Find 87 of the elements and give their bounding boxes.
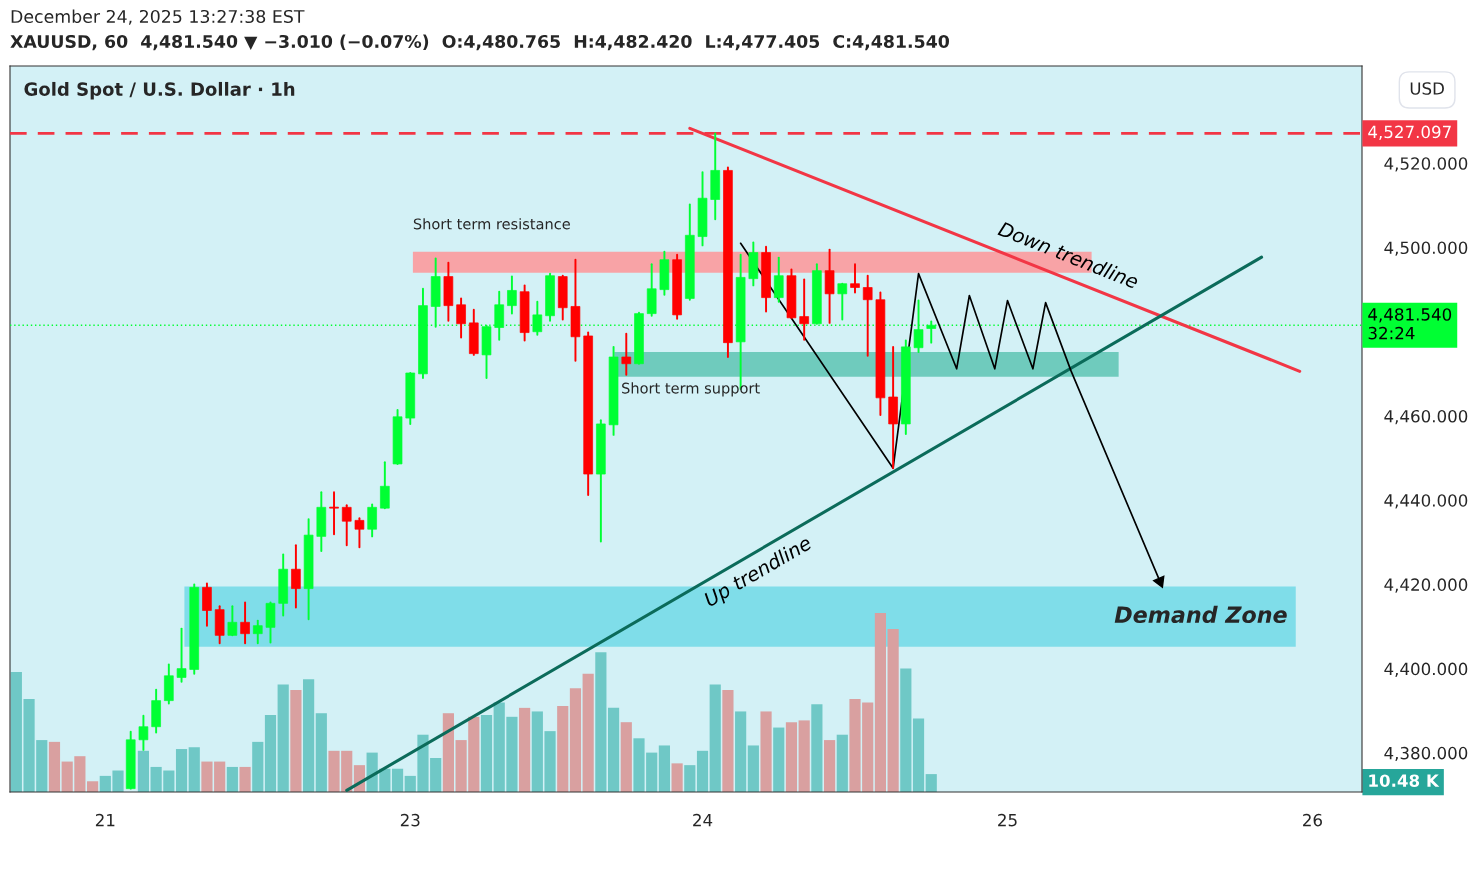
bar — [303, 679, 315, 792]
bar — [87, 781, 99, 792]
candlestick — [837, 282, 848, 321]
bar — [582, 673, 594, 792]
candlestick — [240, 601, 250, 645]
candlestick — [367, 503, 377, 538]
ref-line-label: 4,481.540 32:24 — [1368, 308, 1452, 340]
candlestick — [862, 274, 873, 357]
bar — [747, 745, 759, 792]
y-tick-label: 4,420.000 — [1384, 578, 1468, 593]
band-label: Short term support — [622, 382, 760, 397]
x-tick-label: 24 — [693, 813, 713, 827]
bar — [658, 745, 670, 792]
bar — [480, 715, 493, 792]
candlestick — [380, 461, 390, 510]
bar — [607, 707, 620, 792]
bar — [836, 734, 848, 792]
bar — [290, 689, 302, 792]
candlestick — [850, 263, 860, 294]
text: 10.48 K — [1369, 774, 1440, 787]
bar — [696, 750, 709, 792]
y-tick-label: 4,500.000 — [1384, 241, 1468, 256]
bar — [709, 684, 721, 792]
bar — [735, 711, 747, 792]
bar — [557, 706, 569, 792]
y-tick-label: 4,400.000 — [1384, 662, 1468, 677]
bar — [519, 707, 531, 792]
x-tick-label: 23 — [400, 813, 420, 827]
candlestick — [354, 517, 365, 549]
bar — [188, 747, 200, 792]
ref-line-label: 4,527.097 — [1368, 125, 1451, 140]
bar — [684, 765, 696, 792]
candlestick — [176, 627, 187, 683]
bar — [277, 684, 289, 792]
bar — [620, 722, 632, 792]
y-tick-label: 4,440.000 — [1384, 494, 1468, 509]
x-tick-label: 26 — [1303, 813, 1322, 827]
x-tick-label: 21 — [95, 813, 115, 827]
bar — [912, 718, 925, 792]
text: December 24, 2025 13:27:38 EST — [11, 9, 305, 25]
candlestick — [773, 256, 784, 303]
candlestick — [824, 248, 835, 324]
candlestick — [291, 544, 301, 609]
candlestick — [799, 278, 809, 341]
y-axis-title: USD — [1410, 82, 1444, 95]
y-tick-label: 4,460.000 — [1384, 409, 1468, 425]
candlestick — [329, 491, 339, 536]
bar — [811, 704, 823, 792]
bar — [874, 612, 886, 792]
band-label: Short term resistance — [413, 218, 570, 230]
bar — [175, 749, 188, 792]
candlestick — [252, 619, 263, 645]
bar — [48, 741, 61, 792]
bar — [773, 727, 785, 792]
bar — [798, 720, 810, 792]
y-tick-label: 4,380.000 — [1384, 746, 1468, 762]
candlestick — [621, 332, 632, 376]
candlestick — [507, 275, 517, 315]
bar — [252, 741, 264, 792]
bar — [315, 713, 327, 792]
bar — [391, 768, 404, 792]
chart-subtitle: XAUUSD, 60 4,481.540 ▼ −3.010 (−0.07%) O:4,480.765 H:4,482.420 L:4,477.405 C:4,481.540 — [10, 34, 949, 51]
bar — [671, 763, 683, 792]
bar — [569, 688, 582, 792]
candlestick — [227, 605, 238, 637]
candlestick — [913, 299, 924, 353]
bar — [595, 652, 607, 792]
candlestick — [202, 582, 212, 627]
bar — [925, 774, 937, 792]
candlestick — [138, 714, 149, 751]
bar — [760, 711, 772, 792]
bar — [226, 766, 238, 792]
bar — [239, 766, 251, 792]
bar — [785, 722, 798, 792]
bar — [887, 629, 899, 792]
bar — [900, 668, 912, 792]
text: Gold Spot / U.S. Dollar · 1h — [24, 81, 295, 100]
bar — [264, 715, 277, 792]
y-tick-label: 4,520.000 — [1384, 157, 1468, 172]
candlestick — [341, 504, 352, 547]
band-label: Demand Zone — [1114, 605, 1287, 624]
candlestick — [926, 320, 937, 344]
bar — [824, 740, 836, 792]
x-tick-label: 25 — [998, 813, 1017, 827]
candlestick — [265, 601, 276, 644]
bar — [722, 689, 734, 792]
candlestick — [456, 297, 466, 339]
